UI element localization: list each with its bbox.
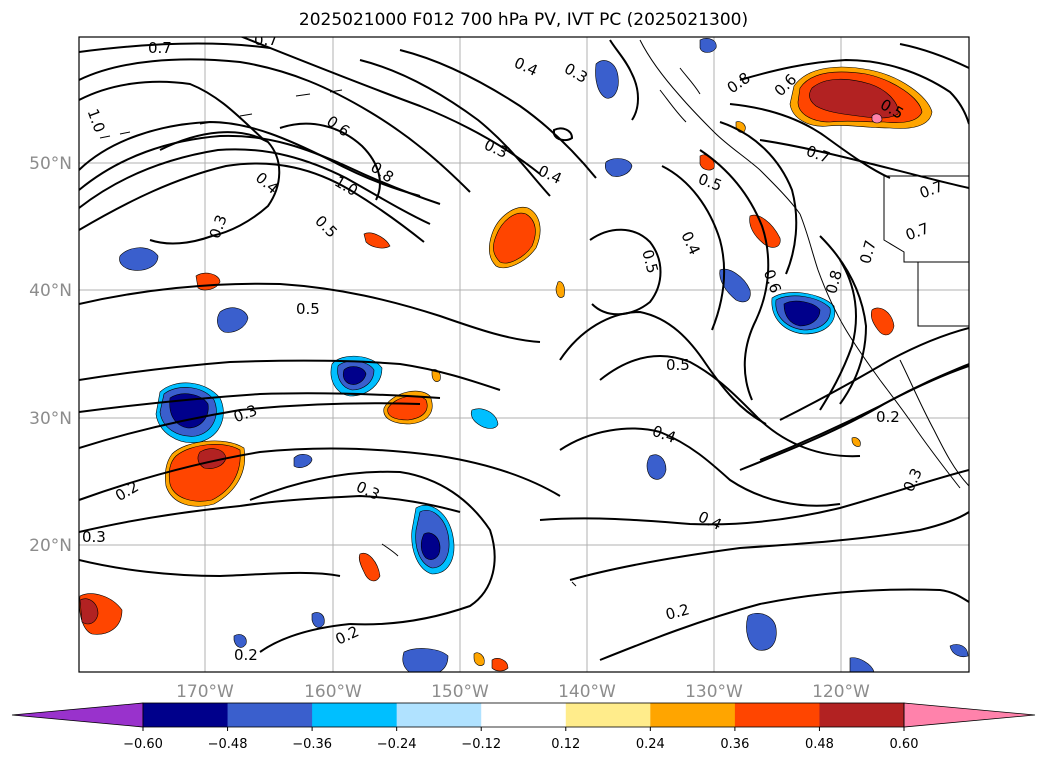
pv-positive-area: [363, 232, 391, 249]
colorbar-frame: [142, 702, 905, 728]
lat-label-20n: 20°N: [29, 536, 72, 556]
colorbar-tick-label: 0.12: [551, 737, 580, 752]
colorbar-segment: [650, 703, 736, 727]
contour-label: 0.2: [664, 600, 692, 624]
pv-negative-area: [293, 454, 313, 468]
pv-negative-area: [783, 300, 821, 327]
pv-positive-area: [431, 369, 441, 382]
pv-positive-area: [749, 214, 781, 248]
pv-negative-area: [699, 38, 717, 53]
pv-positive-area: [870, 307, 895, 336]
pv-positive-area: [491, 658, 509, 672]
lon-label-130w: 130°W: [685, 682, 743, 702]
pv-positive-area: [871, 113, 883, 124]
colorbar: −0.60 −0.48 −0.36 −0.24 −0.12 0.12 0.24 0.36 0.4…: [11, 702, 1036, 752]
contour-label: 0.3: [82, 528, 106, 546]
pv-positive-area: [555, 281, 565, 298]
colorbar-segment: [734, 703, 820, 727]
contour-label: 0.7: [254, 31, 278, 49]
contour-label: 0.7: [856, 238, 880, 266]
map-area[interactable]: 0.7 0.7 1.0 0.6 0.8 1.0 0.4 0.5 0.3 0.4 …: [79, 31, 969, 676]
colorbar-segment: [143, 703, 229, 727]
pv-negative-area: [342, 366, 367, 385]
colorbar-tick-label: −0.48: [208, 737, 248, 752]
contour-label: 0.5: [296, 300, 320, 318]
colorbar-segment: [481, 703, 567, 727]
contour-label: 0.7: [148, 39, 172, 57]
lon-label-120w: 120°W: [812, 682, 870, 702]
map-frame: [78, 36, 970, 673]
map-title: 2025021000 F012 700 hPa PV, IVT PC (2025…: [298, 10, 749, 30]
colorbar-segment: [396, 703, 482, 727]
colorbar-segment: [819, 703, 905, 727]
lon-label-140w: 140°W: [558, 682, 616, 702]
pv-negative-area: [217, 307, 249, 333]
pv-negative-area: [119, 247, 159, 271]
pv-contours: [79, 37, 969, 661]
colorbar-tick-label: −0.24: [377, 737, 417, 752]
colorbar-extend-high: [903, 702, 1036, 728]
pv-negative-area: [604, 158, 633, 177]
colorbar-tick-label: 0.60: [890, 737, 919, 752]
lat-label-40n: 40°N: [29, 281, 72, 301]
contour-label: 0.2: [234, 646, 258, 664]
colorbar-segment: [312, 703, 398, 727]
lon-label-170w: 170°W: [176, 682, 234, 702]
pv-positive-area: [473, 652, 485, 666]
pv-negative-area: [402, 648, 449, 672]
pv-negative-area: [646, 454, 667, 480]
pv-positive-area: [493, 212, 536, 264]
lon-label-160w: 160°W: [304, 682, 362, 702]
pv-negative-area: [849, 657, 875, 672]
pv-positive-area: [851, 437, 861, 447]
colorbar-tick-label: −0.12: [461, 737, 501, 752]
coastlines: [99, 39, 969, 587]
lat-label-30n: 30°N: [29, 409, 72, 429]
colorbar-tick-label: 0.24: [636, 737, 665, 752]
lon-label-150w: 150°W: [431, 682, 489, 702]
contour-label: 0.5: [638, 248, 662, 276]
contour-label: 0.5: [666, 356, 690, 374]
contour-label: 0.2: [876, 408, 900, 426]
colorbar-extend-low: [11, 702, 144, 728]
pv-negative-area: [169, 393, 209, 429]
colorbar-segment: [565, 703, 651, 727]
colorbar-tick-label: 0.48: [805, 737, 834, 752]
pv-positive-area: [79, 598, 99, 625]
pv-negative-area: [595, 60, 619, 99]
pv-negative-area: [746, 613, 777, 651]
pv-anomaly-fills: [79, 38, 969, 672]
latitude-labels: 50°N 40°N 30°N 20°N: [29, 154, 72, 556]
pv-negative-area: [233, 634, 247, 648]
pv-negative-area: [949, 644, 969, 657]
pv-negative-area: [311, 612, 325, 628]
longitude-labels: 170°W 160°W 150°W 140°W 130°W 120°W: [176, 682, 870, 702]
contour-label: 0.8: [822, 268, 846, 296]
colorbar-tick-label: −0.60: [123, 737, 163, 752]
colorbar-segment: [227, 703, 313, 727]
pv-negative-area: [420, 532, 441, 560]
pv-positive-area: [358, 552, 381, 582]
colorbar-tick-label: 0.36: [720, 737, 749, 752]
pv-negative-area: [470, 408, 499, 429]
colorbar-tick-label: −0.36: [292, 737, 332, 752]
lat-label-50n: 50°N: [29, 154, 72, 174]
